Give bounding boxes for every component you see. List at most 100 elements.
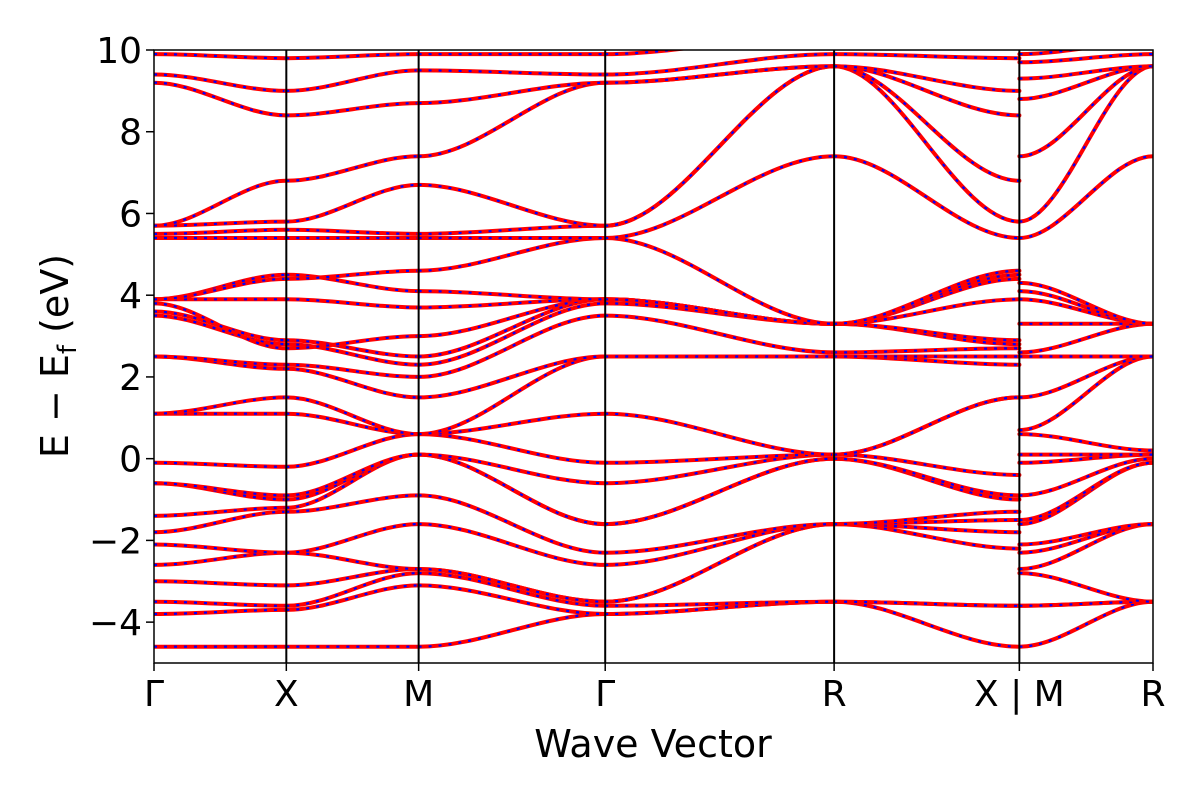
band-2-20-blue — [418, 236, 606, 272]
y-axis-title-sub: f — [53, 344, 83, 354]
band-1-12-blue — [286, 396, 419, 436]
band-2-19-blue — [418, 290, 606, 301]
x-tick-label-0: Γ — [144, 674, 164, 715]
band-2-6-blue — [418, 494, 606, 554]
band-0-19-blue — [154, 273, 287, 301]
band-1-14-red — [284, 362, 421, 379]
band-2-14-blue — [418, 314, 606, 378]
band-0-16-blue — [154, 310, 287, 342]
band-2-23-blue — [418, 183, 606, 227]
band-0-3-red — [154, 579, 289, 588]
band-5-3-blue — [1019, 572, 1153, 603]
band-1-7-blue — [286, 453, 419, 509]
band-2-5-blue — [418, 523, 606, 566]
band-3-4-blue — [605, 523, 835, 603]
band-3-27-red — [603, 50, 689, 57]
band-1-6-red — [284, 493, 421, 514]
band-2-13-blue — [418, 355, 606, 399]
band-5-14-blue — [1019, 355, 1153, 399]
band-5-4-blue — [1019, 523, 1153, 571]
y-tick-label-5: 6 — [119, 194, 142, 235]
band-0-15-blue — [154, 314, 287, 346]
band-0-10-red — [154, 460, 289, 469]
band-2-2-blue — [418, 572, 606, 607]
band-0-12-red — [154, 395, 289, 416]
band-0-5-red — [154, 542, 289, 555]
band-2-9-blue — [418, 453, 606, 485]
band-4-2-blue — [834, 600, 1020, 607]
band-1-26-red — [284, 68, 421, 93]
band-3-19-blue — [605, 298, 835, 325]
band-5-22-blue — [1019, 65, 1153, 223]
band-3-23-blue — [605, 65, 835, 227]
band-4-11-blue — [834, 396, 1020, 456]
band-0-14-red — [154, 354, 289, 367]
band-5-21-red — [1017, 154, 1153, 240]
band-2-10-blue — [418, 433, 606, 464]
band-2-1-blue — [418, 584, 606, 616]
y-tick-label-6: 8 — [119, 113, 142, 154]
band-2-18-blue — [418, 298, 606, 309]
band-3-6-blue — [605, 523, 835, 554]
band-1-18-red — [284, 297, 421, 310]
band-1-25-red — [284, 101, 421, 118]
band-4-20-blue — [834, 269, 1020, 325]
band-2-4-blue — [418, 567, 606, 603]
band-4-8-blue — [834, 457, 1020, 497]
y-tick-label-7: 10 — [96, 31, 142, 72]
band-0-7-red — [154, 505, 289, 518]
band-5-23-blue — [1019, 65, 1153, 158]
band-3-25-blue — [605, 65, 835, 84]
band-0-26-red — [154, 72, 289, 93]
y-tick-label-4: 4 — [119, 276, 142, 317]
y-axis-title-main: E − E — [33, 354, 77, 458]
y-axis-title-unit: (eV) — [33, 254, 77, 345]
bands-layer — [154, 34, 1153, 649]
band-4-27-red — [834, 34, 1019, 42]
band-2-11-blue — [418, 412, 606, 436]
band-3-14-red — [603, 313, 837, 355]
band-4-22-blue — [834, 65, 1020, 223]
x-axis: Γ X M Γ R X | M R — [144, 663, 1166, 715]
band-4-27-blue — [834, 34, 1019, 42]
band-5-25-red — [1017, 64, 1153, 81]
band-0-2-red — [154, 599, 289, 608]
band-3-20-red — [603, 236, 837, 326]
band-2-15-blue — [418, 302, 606, 366]
band-3-2-blue — [605, 600, 835, 607]
band-5-12-red — [1017, 432, 1153, 453]
y-axis-title: E − Ef (eV) — [33, 254, 83, 458]
band-3-26-blue — [605, 53, 835, 76]
band-2-25-blue — [418, 81, 606, 105]
y-tick-label-0: −4 — [89, 603, 142, 644]
x-tick-label-2: M — [403, 674, 434, 715]
band-2-24-blue — [418, 81, 606, 158]
band-3-11-red — [603, 411, 837, 457]
y-axis: −4 −2 0 2 4 6 8 10 — [89, 31, 154, 644]
y-tick-label-2: 0 — [119, 440, 142, 481]
band-3-10-blue — [605, 453, 835, 464]
band-5-6-blue — [1019, 523, 1153, 546]
y-tick-label-3: 2 — [119, 358, 142, 399]
band-1-17-red — [284, 334, 421, 351]
x-axis-title: Wave Vector — [534, 722, 772, 766]
band-3-21-blue — [605, 155, 835, 240]
band-3-8-blue — [605, 457, 835, 526]
band-4-14-blue — [834, 347, 1020, 354]
band-0-24-blue — [154, 179, 287, 227]
band-0-25-blue — [154, 81, 287, 117]
band-2-17-blue — [418, 298, 606, 338]
band-0-17-blue — [154, 302, 287, 350]
band-1-23-blue — [286, 183, 419, 223]
band-0-6-red — [154, 509, 289, 535]
plot-frame — [153, 49, 1154, 664]
y-tick-label-1: −2 — [89, 521, 142, 562]
band-4-21-blue — [834, 155, 1020, 240]
band-1-2-blue — [286, 572, 419, 607]
band-2-8-blue — [418, 453, 606, 526]
band-1-15-red — [284, 342, 421, 367]
band-4-9-blue — [834, 453, 1020, 477]
band-0-1-red — [154, 607, 289, 616]
band-5-27-red — [1017, 50, 1086, 57]
